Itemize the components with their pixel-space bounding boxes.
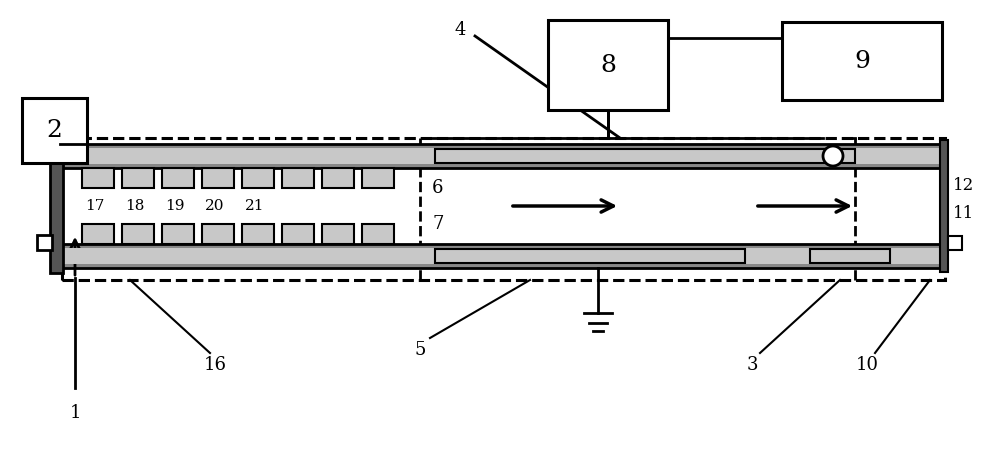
Bar [948,236,962,250]
Bar [82,224,114,244]
Bar [22,98,87,163]
Text: 4: 4 [454,21,466,39]
Bar [282,168,314,188]
Bar [810,249,890,263]
Bar [62,138,945,280]
Text: 6: 6 [432,179,444,197]
Text: 17: 17 [85,199,105,213]
Bar [362,168,394,188]
Text: 5: 5 [414,341,426,359]
Text: 2: 2 [47,119,62,142]
Text: 18: 18 [125,199,145,213]
Bar [242,224,274,244]
Text: 8: 8 [600,53,616,76]
Bar [362,224,394,244]
Bar [202,168,234,188]
Bar [322,168,354,188]
Bar [64,248,941,264]
Bar [435,149,855,163]
Text: 1: 1 [69,404,81,422]
Bar [202,224,234,244]
Bar [322,224,354,244]
Text: 19: 19 [165,199,185,213]
Text: 16: 16 [204,356,226,374]
Bar [60,144,945,168]
Text: 12: 12 [953,177,974,195]
Bar [50,138,63,273]
Bar [162,168,194,188]
Bar [940,140,948,272]
Bar [37,235,52,250]
Text: 7: 7 [432,215,443,233]
Text: 10: 10 [856,356,879,374]
Text: 20: 20 [205,199,225,213]
Bar [782,22,942,100]
Bar [122,168,154,188]
Text: 3: 3 [746,356,758,374]
Text: 21: 21 [245,199,265,213]
Bar [282,224,314,244]
Bar [122,224,154,244]
Bar [435,249,745,263]
Text: 9: 9 [854,50,870,73]
Bar [162,224,194,244]
Circle shape [823,146,843,166]
Text: 11: 11 [953,205,974,222]
Bar [64,148,941,164]
Bar [242,168,274,188]
Bar [60,244,945,268]
Bar [82,168,114,188]
Bar [548,20,668,110]
